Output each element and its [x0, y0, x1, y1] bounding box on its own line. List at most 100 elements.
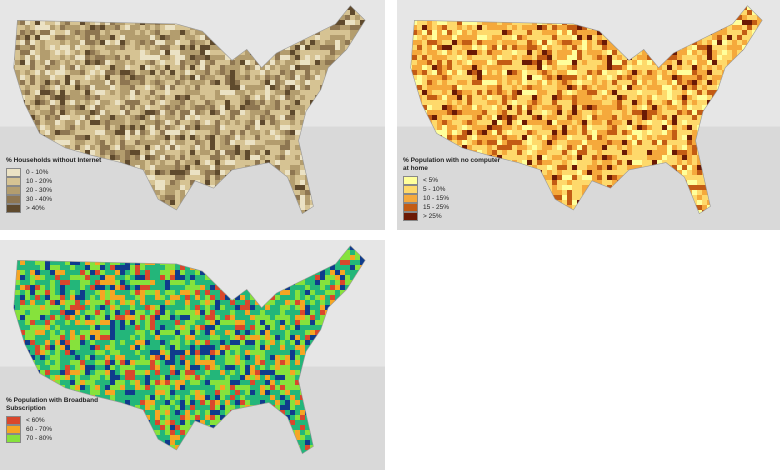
- county: [507, 90, 513, 96]
- county: [607, 40, 613, 46]
- county: [280, 105, 286, 111]
- county: [522, 85, 528, 91]
- county: [477, 55, 483, 61]
- county: [150, 85, 156, 91]
- county: [100, 35, 106, 41]
- county: [280, 80, 286, 86]
- county: [295, 165, 301, 171]
- county: [145, 45, 151, 51]
- county: [90, 110, 96, 116]
- county: [285, 75, 291, 81]
- county: [185, 65, 191, 71]
- county: [457, 50, 463, 56]
- county: [707, 40, 713, 46]
- county: [577, 50, 583, 56]
- county: [422, 85, 428, 91]
- county: [220, 55, 226, 61]
- county: [717, 65, 723, 71]
- county: [30, 95, 36, 101]
- county: [190, 40, 196, 46]
- county: [280, 50, 286, 56]
- county: [672, 75, 678, 81]
- county: [632, 55, 638, 61]
- county: [442, 55, 448, 61]
- county: [25, 90, 31, 96]
- county: [617, 80, 623, 86]
- county: [130, 160, 136, 166]
- county: [482, 30, 488, 36]
- county: [75, 45, 81, 51]
- county: [190, 85, 196, 91]
- county: [727, 40, 733, 46]
- county: [557, 75, 563, 81]
- county: [120, 60, 126, 66]
- county: [50, 50, 56, 56]
- county: [125, 105, 131, 111]
- county: [115, 45, 121, 51]
- county: [270, 105, 276, 111]
- county: [160, 110, 166, 116]
- county: [667, 55, 673, 61]
- county: [125, 130, 131, 136]
- county: [140, 50, 146, 56]
- county: [30, 45, 36, 51]
- county: [602, 55, 608, 61]
- county: [60, 65, 66, 71]
- county: [567, 90, 573, 96]
- county: [205, 115, 211, 121]
- county: [250, 90, 256, 96]
- county: [210, 80, 216, 86]
- county: [75, 100, 81, 106]
- county: [612, 85, 618, 91]
- county: [155, 85, 161, 91]
- county: [30, 105, 36, 111]
- county: [215, 165, 221, 171]
- county: [245, 100, 251, 106]
- county: [245, 55, 251, 61]
- county: [135, 65, 141, 71]
- county: [557, 60, 563, 66]
- county: [542, 80, 548, 86]
- county: [210, 150, 216, 156]
- county: [677, 80, 683, 86]
- county: [300, 120, 306, 126]
- county: [497, 75, 503, 81]
- county: [160, 130, 166, 136]
- county: [230, 70, 236, 76]
- county: [522, 60, 528, 66]
- county: [235, 100, 241, 106]
- county: [215, 55, 221, 61]
- county: [140, 85, 146, 91]
- county: [60, 140, 66, 146]
- county: [110, 115, 116, 121]
- county: [270, 115, 276, 121]
- county: [80, 120, 86, 126]
- county: [230, 80, 236, 86]
- county: [120, 95, 126, 101]
- county: [80, 45, 86, 51]
- county: [527, 70, 533, 76]
- county: [235, 85, 241, 91]
- county: [135, 115, 141, 121]
- county: [290, 110, 296, 116]
- county: [195, 50, 201, 56]
- county: [85, 70, 91, 76]
- county: [200, 80, 206, 86]
- county: [737, 35, 743, 41]
- county: [255, 120, 261, 126]
- county: [572, 40, 578, 46]
- county: [310, 90, 316, 96]
- county: [507, 30, 513, 36]
- county: [110, 95, 116, 101]
- county: [210, 45, 216, 51]
- county: [432, 50, 438, 56]
- county: [205, 90, 211, 96]
- county: [310, 65, 316, 71]
- county: [220, 65, 226, 71]
- county: [442, 80, 448, 86]
- county: [175, 70, 181, 76]
- county: [612, 50, 618, 56]
- county: [135, 100, 141, 106]
- county: [190, 125, 196, 131]
- county: [265, 65, 271, 71]
